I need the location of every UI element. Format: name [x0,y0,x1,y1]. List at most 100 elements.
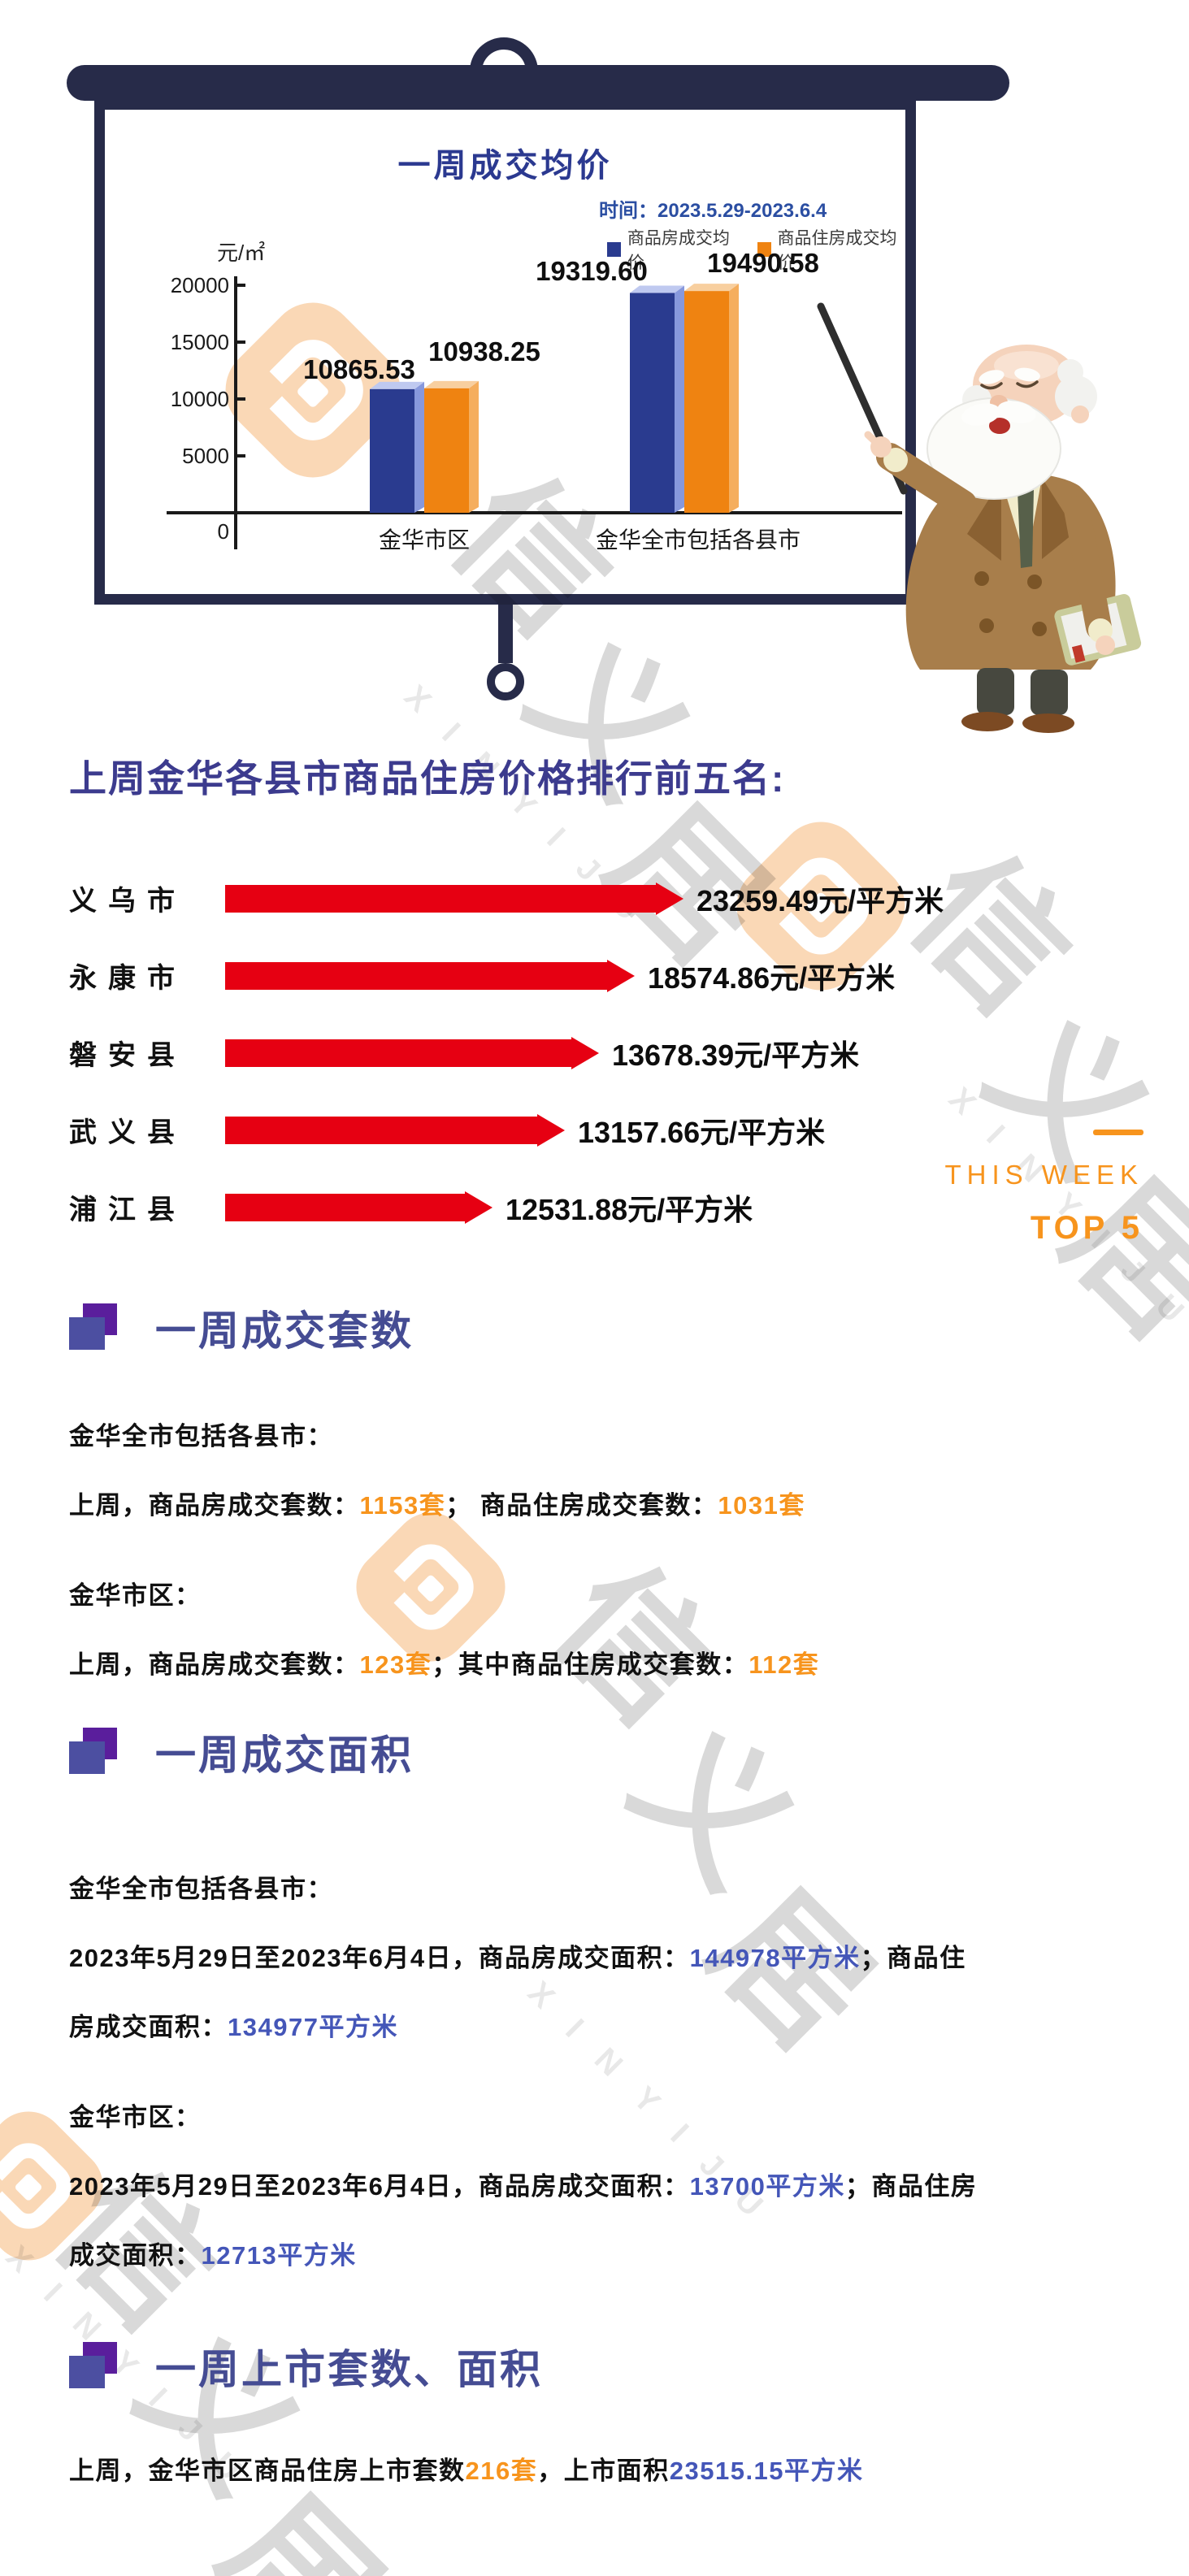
body-text-line: 上周，金华市区商品住房上市套数216套，上市面积23515.15平方米 [69,2436,1142,2505]
report-section: 一周成交套数 金华全市包括各县市： 上周，商品房成交套数：1153套； 商品住房成交… [69,1299,1142,1720]
ranking-row: 永康市 18574.86元/平方米 [69,937,1150,1014]
y-tick-label: 10000 [171,387,229,411]
ranking-arrow-bar [225,959,635,992]
ranking-city-label: 浦江县 [69,1195,186,1225]
section-header: 一周上市套数、面积 [69,2337,1142,2396]
body-text: 成交面积： [69,2241,202,2270]
ranking-row: 磐安县 13678.39元/平方米 [69,1014,1150,1091]
ranking-row: 义乌市 23259.49元/平方米 [69,860,1150,937]
report-section: 一周上市套数、面积上周，金华市区商品住房上市套数216套，上市面积23515.1… [69,2337,1142,2526]
arrow-tip-icon [656,882,683,915]
section-title: 一周上市套数、面积 [155,2347,543,2392]
body-text: ；其中商品住房成交套数： [432,1650,749,1679]
section-squares-icon [69,2342,119,2391]
body-text-line: 房成交面积：134977平方米 [69,1993,1142,2062]
body-text-line: 2023年5月29日至2023年6月4日，商品房成交面积：13700平方米；商品… [69,2152,1142,2221]
projector-screen: 一周成交均价 时间：2023.5.29-2023.6.4 商品房成交均价 商品住房… [94,99,916,605]
ranking-price-value: 23259.49元/平方米 [696,883,944,917]
ranking-arrow-bar [225,1036,599,1069]
body-text-line: 成交面积：12713平方米 [69,2221,1142,2290]
legend-label: 商品房成交均价 [627,229,730,272]
body-text: 上周，商品房成交套数： [69,1491,360,1520]
ranking-arrow-bar [225,1190,493,1224]
legend-swatch-icon [607,242,621,257]
highlight-value: 216套 [465,2457,538,2485]
arrow-tip-icon [465,1190,493,1224]
body-text-line: 金华全市包括各县市： [69,1854,1142,1923]
body-text: 金华市区： [69,1581,202,1610]
ranking-price-value: 13157.66元/平方米 [578,1115,826,1149]
bar [684,291,729,513]
x-category-label: 金华市区 [379,527,470,553]
legend-item: 商品住房成交均价 [757,225,905,274]
ranking-price-value: 18574.86元/平方米 [648,961,896,995]
body-text: 上周，金华市区商品住房上市套数 [69,2457,466,2485]
section-paragraph: 金华市区： 上周，商品房成交套数：123套；其中商品住房成交套数：112套 [69,1561,1142,1699]
highlight-value: 134977平方米 [228,2013,398,2041]
arrow-tip-icon [607,959,635,992]
highlight-value: 12713平方米 [201,2241,357,2270]
body-text-line: 金华市区： [69,1561,1142,1630]
ranking-title: 上周金华各县市商品住房价格排行前五名: [69,757,786,800]
professor-illustration [817,302,1142,733]
highlight-value: 1153套 [359,1491,446,1520]
y-tick-label: 15000 [171,330,229,354]
highlight-value: 13700平方米 [689,2172,845,2201]
chart-legend: 商品房成交均价 商品住房成交均价 [607,225,905,274]
body-text: 上周，商品房成交套数： [69,1650,360,1679]
body-text-line: 上周，商品房成交套数：123套；其中商品住房成交套数：112套 [69,1630,1142,1699]
body-text: 金华全市包括各县市： [69,1422,333,1451]
arrow-tip-icon [571,1036,599,1069]
projector-pull-ring-icon [487,663,524,700]
body-text-line: 金华全市包括各县市： [69,1402,1142,1471]
bar-value-label: 10938.25 [428,336,540,366]
bar [370,388,414,513]
body-text: 金华市区： [69,2103,202,2131]
ranking-row: 武义县 13157.66元/平方米 [69,1091,1150,1169]
badge-top5: TOP 5 [1030,1210,1143,1246]
ranking-row: 浦江县 12531.88元/平方米 [69,1169,1150,1246]
y-tick-label: 0 [218,519,229,544]
ranking-arrow-bar [225,882,683,915]
chart-title: 一周成交均价 [397,148,613,184]
body-text: 2023年5月29日至2023年6月4日，商品房成交面积： [69,1944,690,1972]
highlight-value: 144978平方米 [689,1944,861,1972]
bar-value-label: 19490.58 [707,248,819,278]
section-paragraph: 金华市区： 2023年5月29日至2023年6月4日，商品房成交面积：13700平… [69,2083,1142,2290]
body-text-line: 2023年5月29日至2023年6月4日，商品房成交面积：144978平方米；商… [69,1923,1142,1993]
body-text: 2023年5月29日至2023年6月4日，商品房成交面积： [69,2172,690,2201]
legend-item: 商品房成交均价 [607,225,740,274]
body-text: ；商品住 [860,1944,966,1972]
y-tick-label: 20000 [171,273,229,297]
report-section: 一周成交面积金华全市包括各县市： 2023年5月29日至2023年6月4日，商品房… [69,1723,1142,2311]
bar-value-label: 10865.53 [303,354,415,384]
arrow-tip-icon [537,1113,565,1147]
body-text: 金华全市包括各县市： [69,1875,333,1903]
badge-dash [1093,1130,1143,1135]
y-tick-label: 5000 [182,444,229,468]
body-text: ； 商品住房成交套数： [445,1491,718,1520]
body-text: ；商品住房 [844,2172,978,2201]
chart-subtitle-date-range: 时间：2023.5.29-2023.6.4 [599,200,827,222]
ranking-city-label: 永康市 [69,963,186,994]
section-title: 一周成交面积 [155,1733,414,1778]
highlight-value: 1031套 [718,1491,805,1520]
x-category-label: 金华全市包括各县市 [596,527,801,553]
highlight-value: 112套 [749,1650,820,1679]
section-paragraph: 金华全市包括各县市： 上周，商品房成交套数：1153套； 商品住房成交套数：103… [69,1402,1142,1540]
ranking-price-value: 12531.88元/平方米 [506,1192,753,1226]
ranking-city-label: 武义县 [69,1117,186,1148]
bar [424,388,469,513]
bar-chart: 0 5000 10000 15000 20000 10865.53 10938.25 金华市区… [167,248,902,553]
ranking-arrow-bar [225,1113,565,1147]
section-squares-icon [69,1303,119,1352]
section-paragraph: 上周，金华市区商品住房上市套数216套，上市面积23515.15平方米 [69,2436,1142,2505]
ranking-city-label: 磐安县 [69,1040,186,1071]
legend-label: 商品住房成交均价 [777,229,897,272]
body-text: ，上市面积 [537,2457,670,2485]
section-header: 一周成交面积 [69,1723,1142,1781]
ranking-city-label: 义乌市 [69,886,186,917]
highlight-value: 123套 [359,1650,432,1679]
bar-value-label: 19319.60 [536,256,648,286]
